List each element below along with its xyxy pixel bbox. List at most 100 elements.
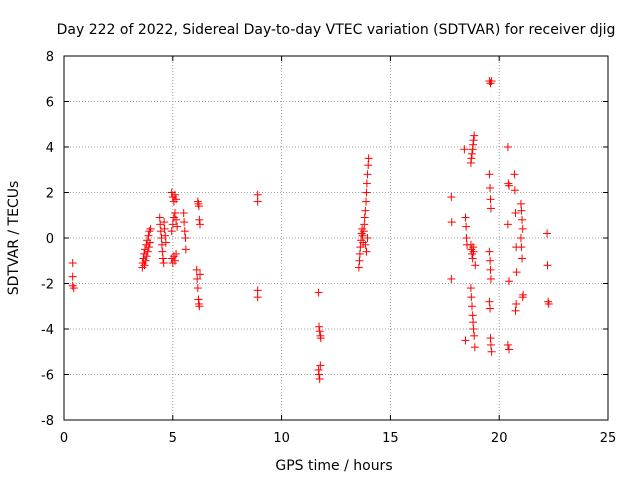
data-point	[470, 331, 479, 340]
data-point	[160, 218, 169, 227]
x-tick-label: 5	[169, 431, 177, 446]
data-point	[155, 213, 164, 222]
data-point	[517, 206, 526, 215]
data-point	[504, 181, 513, 190]
data-point	[518, 254, 527, 263]
data-point	[69, 284, 78, 293]
data-point	[486, 204, 495, 213]
data-point	[359, 227, 368, 236]
data-point	[469, 247, 478, 256]
chart-title: Day 222 of 2022, Sidereal Day-to-day VTE…	[57, 22, 616, 38]
data-point	[141, 256, 150, 265]
data-point	[358, 224, 367, 233]
data-point	[486, 334, 495, 343]
data-point	[169, 213, 178, 222]
data-point	[510, 170, 519, 179]
data-point	[504, 345, 513, 354]
data-point	[516, 234, 525, 242]
data-point	[181, 234, 190, 242]
data-point	[196, 220, 204, 229]
data-point	[511, 208, 520, 217]
data-point	[193, 284, 202, 293]
data-point	[181, 245, 190, 254]
data-point	[193, 274, 202, 283]
data-point	[179, 208, 188, 217]
data-point	[360, 213, 369, 222]
data-point	[486, 195, 495, 204]
data-point	[354, 263, 363, 272]
data-point	[486, 79, 495, 88]
data-point	[468, 302, 476, 311]
data-point	[253, 293, 262, 302]
data-point	[487, 347, 496, 356]
data-point	[193, 197, 202, 206]
data-points	[68, 77, 553, 384]
data-point	[161, 231, 170, 240]
data-point	[364, 154, 373, 163]
y-tick-label: 6	[46, 96, 54, 111]
y-tick-label: -4	[41, 323, 54, 338]
data-point	[170, 256, 179, 265]
data-point	[195, 215, 204, 224]
data-point	[447, 274, 456, 283]
data-point	[356, 243, 365, 252]
data-point	[486, 304, 495, 313]
data-point	[470, 131, 479, 140]
y-tick-label: 8	[46, 50, 54, 65]
data-point	[157, 234, 166, 242]
data-point	[487, 77, 496, 86]
data-point	[467, 154, 476, 163]
data-point	[469, 318, 478, 327]
data-point	[512, 268, 521, 277]
data-point	[355, 249, 364, 258]
data-point	[253, 197, 262, 206]
data-point	[447, 193, 456, 202]
data-point	[253, 190, 262, 199]
data-point	[169, 197, 178, 206]
data-point	[167, 227, 176, 236]
data-point	[485, 297, 494, 306]
data-point	[172, 195, 181, 204]
data-point	[461, 213, 470, 222]
data-point	[363, 234, 372, 242]
y-tick-label: 0	[46, 232, 54, 247]
data-point	[315, 322, 324, 331]
data-point	[462, 222, 471, 231]
data-point	[469, 325, 478, 333]
data-point	[510, 186, 519, 195]
x-tick-label: 0	[60, 431, 68, 446]
data-point	[462, 234, 471, 242]
data-point	[159, 259, 168, 268]
data-point	[195, 302, 204, 311]
data-point	[196, 270, 204, 279]
y-axis-label: SDTVAR / TECUs	[6, 181, 22, 296]
data-point	[364, 161, 373, 170]
data-point	[544, 297, 553, 306]
data-point	[144, 231, 153, 240]
data-point	[466, 284, 475, 293]
data-point	[471, 261, 480, 270]
data-point	[157, 240, 166, 249]
data-point	[361, 240, 370, 249]
data-point	[170, 190, 179, 199]
data-point	[516, 199, 525, 208]
data-point	[144, 243, 153, 252]
data-point	[504, 277, 513, 286]
data-point	[503, 340, 512, 349]
data-point	[362, 247, 371, 256]
data-point	[68, 259, 77, 268]
data-point	[156, 220, 165, 229]
data-point	[160, 224, 169, 233]
data-point	[168, 220, 177, 229]
data-point	[140, 261, 149, 270]
data-point	[161, 238, 170, 247]
data-point	[470, 343, 479, 352]
data-point	[468, 254, 477, 263]
data-point	[485, 247, 494, 256]
tick-layer: 0 5 10 15 20 25 -8 -6 -4 -2 0 2 4 6 8	[41, 50, 616, 446]
data-point	[467, 245, 476, 254]
y-tick-label: 2	[46, 187, 54, 202]
data-point	[68, 281, 77, 290]
data-point	[468, 249, 476, 258]
data-point	[145, 238, 154, 247]
